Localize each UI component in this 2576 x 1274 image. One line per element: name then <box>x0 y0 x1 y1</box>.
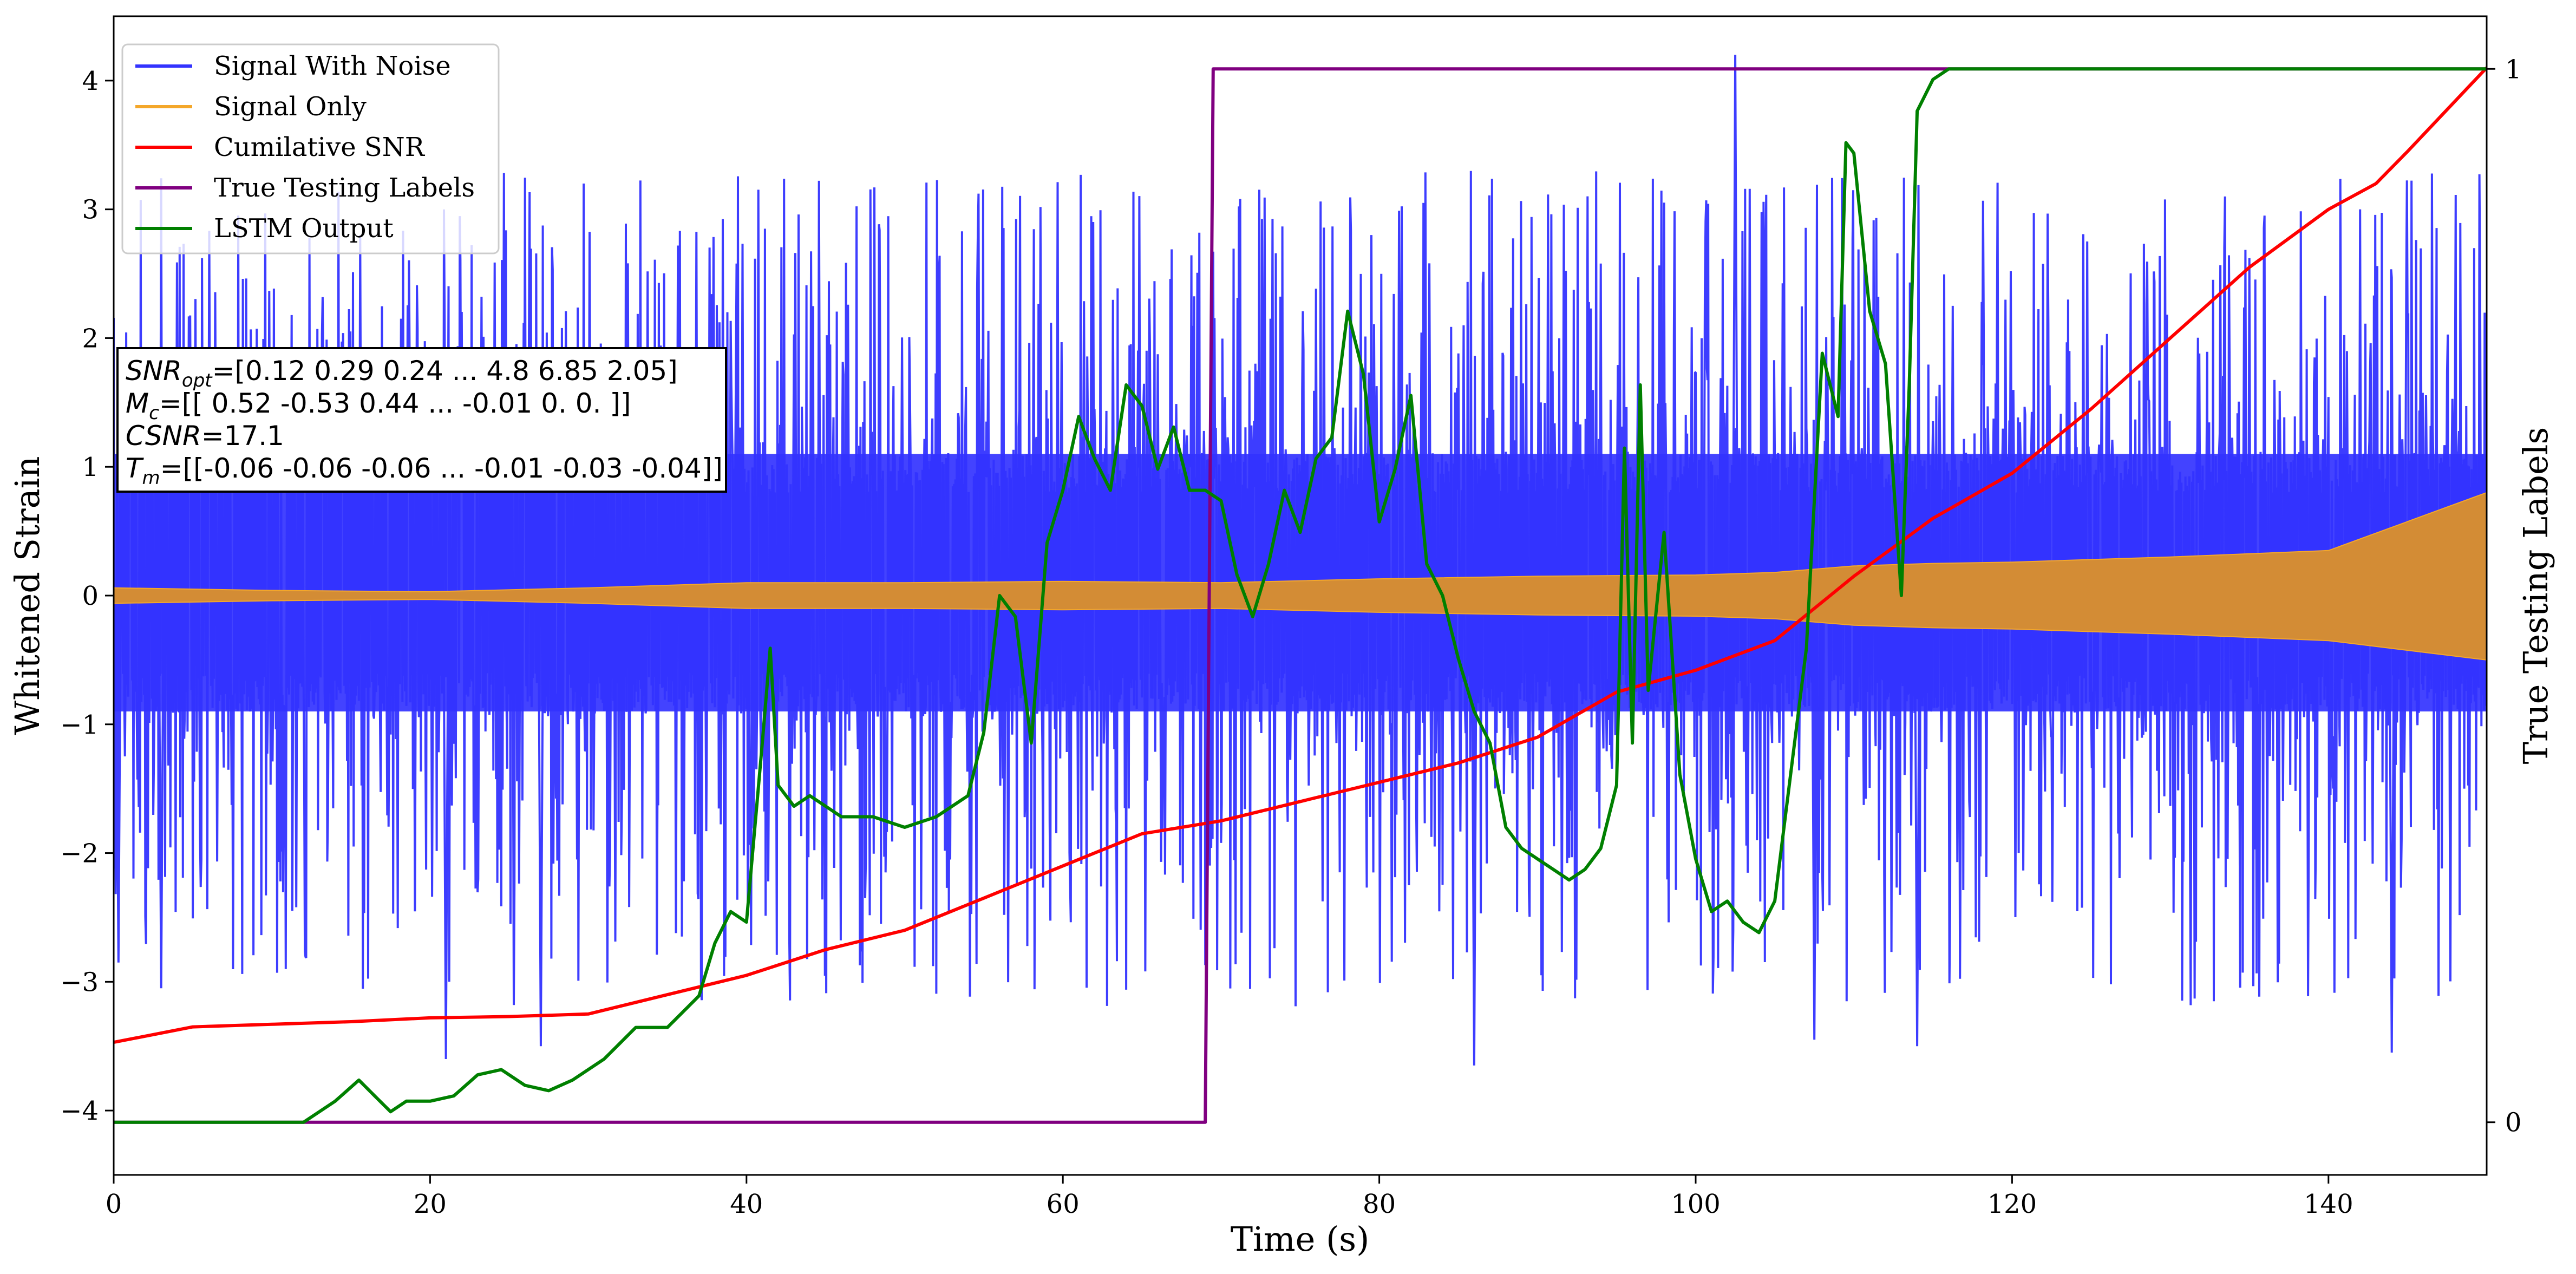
y-tick-label: 0 <box>82 581 99 611</box>
x-tick-label: 100 <box>1671 1189 1721 1219</box>
x-tick-label: 120 <box>1987 1189 2037 1219</box>
annotation-box: SNRopt=[0.12 0.29 0.24 ... 4.8 6.85 2.05… <box>116 347 727 493</box>
annotation-line: CSNR=17.1 <box>126 420 284 452</box>
annotation-line: Mc=[[ 0.52 -0.53 0.44 ... -0.01 0. 0. ]] <box>126 388 631 424</box>
annotation-line: Tm=[[-0.06 -0.06 -0.06 ... -0.01 -0.03 -… <box>126 453 723 489</box>
y-tick-label: 3 <box>82 195 99 225</box>
series-signal-with-noise <box>114 55 2487 1066</box>
x-tick-label: 20 <box>414 1189 447 1219</box>
series-true-testing-labels <box>114 67 2487 1124</box>
legend-entry: Signal With Noise <box>214 51 451 81</box>
y-tick-label: −2 <box>60 839 99 869</box>
legend-entry: Cumilative SNR <box>214 132 426 162</box>
series-signal-only <box>114 492 2487 661</box>
x-tick-label: 80 <box>1363 1189 1396 1219</box>
y-tick-label: −1 <box>60 710 99 740</box>
series-cumulative-snr <box>114 67 2487 1044</box>
plot-area <box>114 55 2487 1124</box>
legend-entry: True Testing Labels <box>214 173 475 203</box>
x-axis-label: Time (s) <box>1231 1219 1370 1259</box>
y-axis-label: Whitened Strain <box>8 456 47 735</box>
y2-tick-label: 1 <box>2505 54 2522 84</box>
legend-box <box>121 43 500 254</box>
y-tick-label: 1 <box>82 452 99 482</box>
x-tick-label: 140 <box>2304 1189 2353 1219</box>
y2-axis-label: True Testing Labels <box>2516 427 2555 765</box>
x-tick-label: 0 <box>106 1189 122 1219</box>
legend: Signal With Noise Signal Only Cumilative S… <box>121 43 500 254</box>
annotation-frame <box>116 347 727 493</box>
legend-entry: Signal Only <box>214 92 367 122</box>
x-tick-label: 60 <box>1047 1189 1080 1219</box>
plot-frame <box>113 15 2488 1176</box>
y-tick-label: 4 <box>82 66 99 96</box>
series-lstm-output <box>114 67 2487 1124</box>
x-tick-label: 40 <box>730 1189 763 1219</box>
y-tick-label: −4 <box>60 1096 99 1126</box>
legend-entry: LSTM Output <box>214 213 394 244</box>
y-tick-label: 2 <box>82 323 99 354</box>
y2-tick-label: 0 <box>2505 1108 2522 1138</box>
y-tick-label: −3 <box>60 967 99 997</box>
annotation-line: SNRopt=[0.12 0.29 0.24 ... 4.8 6.85 2.05… <box>126 355 678 391</box>
